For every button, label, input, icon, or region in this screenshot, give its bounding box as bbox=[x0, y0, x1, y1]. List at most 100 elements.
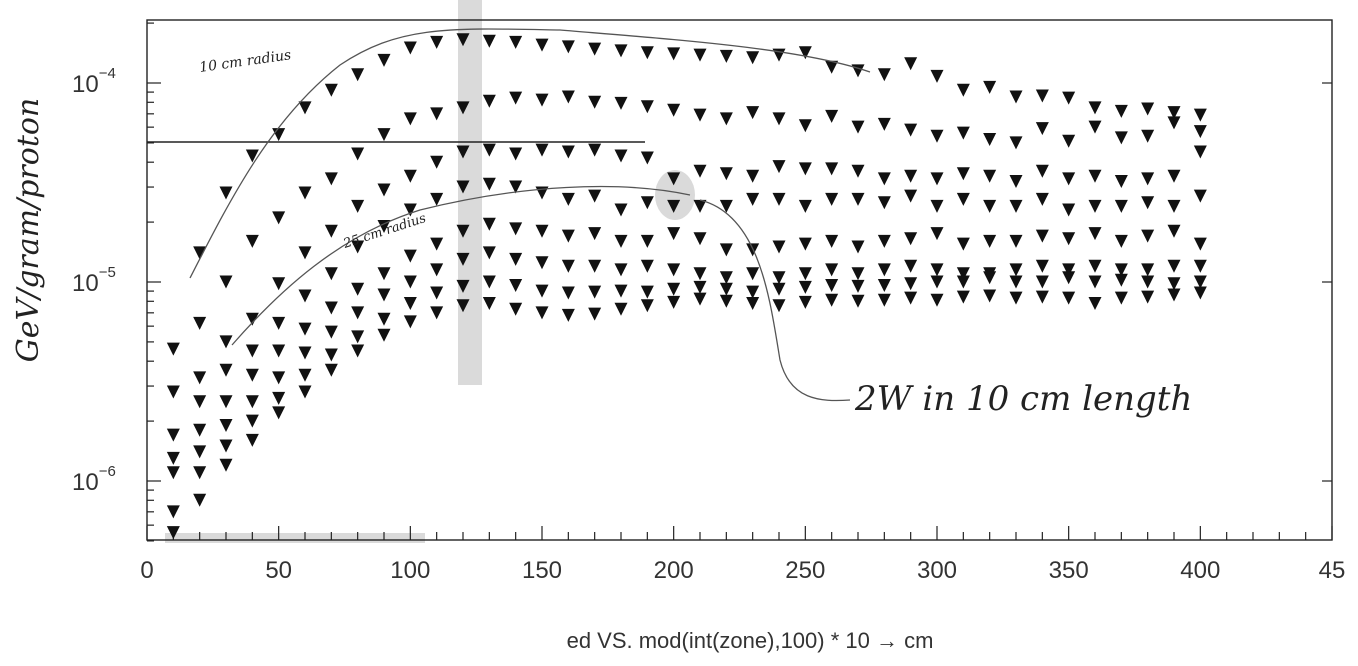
data-point-marker bbox=[166, 505, 180, 519]
data-point-marker bbox=[825, 192, 839, 206]
data-point-marker bbox=[1035, 89, 1049, 103]
data-point-marker bbox=[1114, 263, 1128, 277]
data-point-marker bbox=[509, 279, 523, 293]
data-point-marker bbox=[877, 117, 891, 131]
data-point-marker bbox=[719, 199, 733, 213]
data-point-marker bbox=[456, 33, 470, 47]
data-point-marker bbox=[667, 227, 681, 241]
data-point-marker bbox=[798, 162, 812, 176]
data-point-marker bbox=[509, 302, 523, 316]
data-point-marker bbox=[1141, 229, 1155, 243]
data-point-marker bbox=[904, 169, 918, 183]
data-point-marker bbox=[403, 203, 417, 217]
data-point-marker bbox=[219, 275, 233, 289]
data-point-marker bbox=[930, 227, 944, 241]
y-tick-label: 10−4 bbox=[72, 65, 116, 98]
data-point-marker bbox=[430, 192, 444, 206]
data-point-marker bbox=[772, 192, 786, 206]
data-point-marker bbox=[746, 296, 760, 310]
data-point-marker bbox=[588, 227, 602, 241]
data-point-marker bbox=[1114, 199, 1128, 213]
data-point-marker bbox=[851, 294, 865, 308]
data-point-marker bbox=[588, 42, 602, 56]
data-point-marker bbox=[403, 112, 417, 126]
data-point-marker bbox=[377, 312, 391, 326]
data-point-marker bbox=[324, 267, 338, 281]
data-point-marker bbox=[877, 293, 891, 307]
data-point-marker bbox=[219, 419, 233, 433]
data-point-marker bbox=[904, 259, 918, 273]
data-point-marker bbox=[456, 279, 470, 293]
data-point-marker bbox=[614, 263, 628, 277]
data-point-marker bbox=[904, 277, 918, 291]
data-point-marker bbox=[219, 458, 233, 472]
data-point-marker bbox=[1141, 275, 1155, 289]
data-point-marker bbox=[298, 289, 312, 303]
data-point-marker bbox=[430, 237, 444, 251]
data-point-marker bbox=[614, 203, 628, 217]
data-point-marker bbox=[482, 177, 496, 191]
data-point-marker bbox=[482, 143, 496, 157]
data-point-marker bbox=[1062, 134, 1076, 148]
data-point-marker bbox=[667, 282, 681, 296]
data-point-marker bbox=[298, 246, 312, 260]
data-point-marker bbox=[930, 275, 944, 289]
data-point-marker bbox=[324, 301, 338, 315]
data-point-marker bbox=[930, 129, 944, 143]
data-point-marker bbox=[324, 363, 338, 377]
data-point-marker bbox=[614, 96, 628, 110]
data-point-marker bbox=[561, 308, 575, 322]
data-point-marker bbox=[219, 363, 233, 377]
data-point-marker bbox=[456, 299, 470, 313]
data-point-marker bbox=[298, 186, 312, 200]
data-point-marker bbox=[588, 307, 602, 321]
data-point-marker bbox=[351, 344, 365, 358]
data-point-marker bbox=[377, 328, 391, 342]
data-point-marker bbox=[430, 35, 444, 49]
x-tick-label: 300 bbox=[917, 557, 957, 584]
data-point-marker bbox=[1035, 122, 1049, 136]
x-tick-labels: 0 50 100 150 200 250 300 350 400 45 bbox=[140, 557, 1345, 584]
data-point-marker bbox=[219, 335, 233, 349]
data-point-marker bbox=[509, 222, 523, 236]
data-point-marker bbox=[324, 224, 338, 238]
data-point-marker bbox=[851, 240, 865, 254]
data-point-marker bbox=[1114, 273, 1128, 287]
data-point-marker bbox=[798, 295, 812, 309]
data-point-marker bbox=[719, 294, 733, 308]
data-point-marker bbox=[456, 180, 470, 194]
data-point-marker bbox=[1141, 102, 1155, 116]
data-point-marker bbox=[798, 46, 812, 60]
data-point-marker bbox=[430, 155, 444, 169]
data-point-marker bbox=[1167, 288, 1181, 302]
data-point-marker bbox=[298, 101, 312, 115]
data-point-marker bbox=[640, 299, 654, 313]
data-point-marker bbox=[1193, 259, 1207, 273]
data-point-marker bbox=[219, 186, 233, 200]
data-point-marker bbox=[509, 91, 523, 105]
data-point-marker bbox=[798, 237, 812, 251]
data-point-marker bbox=[1088, 169, 1102, 183]
data-point-marker bbox=[904, 57, 918, 71]
data-point-marker bbox=[193, 395, 207, 409]
data-point-marker bbox=[930, 172, 944, 186]
data-point-marker bbox=[219, 395, 233, 409]
data-point-marker bbox=[1035, 192, 1049, 206]
data-point-marker bbox=[193, 423, 207, 437]
data-point-marker bbox=[1009, 291, 1023, 305]
data-point-marker bbox=[877, 279, 891, 293]
data-point-marker bbox=[956, 275, 970, 289]
x-tick-label: 100 bbox=[390, 557, 430, 584]
data-point-marker bbox=[272, 316, 286, 330]
data-point-marker bbox=[403, 275, 417, 289]
data-point-marker bbox=[509, 252, 523, 266]
data-point-marker bbox=[403, 296, 417, 310]
data-point-marker bbox=[640, 234, 654, 248]
data-point-marker bbox=[640, 196, 654, 210]
data-point-marker bbox=[535, 306, 549, 320]
data-point-marker bbox=[930, 293, 944, 307]
data-point-marker bbox=[403, 315, 417, 329]
data-point-marker bbox=[1062, 203, 1076, 217]
data-point-marker bbox=[1088, 199, 1102, 213]
data-point-marker bbox=[667, 47, 681, 61]
